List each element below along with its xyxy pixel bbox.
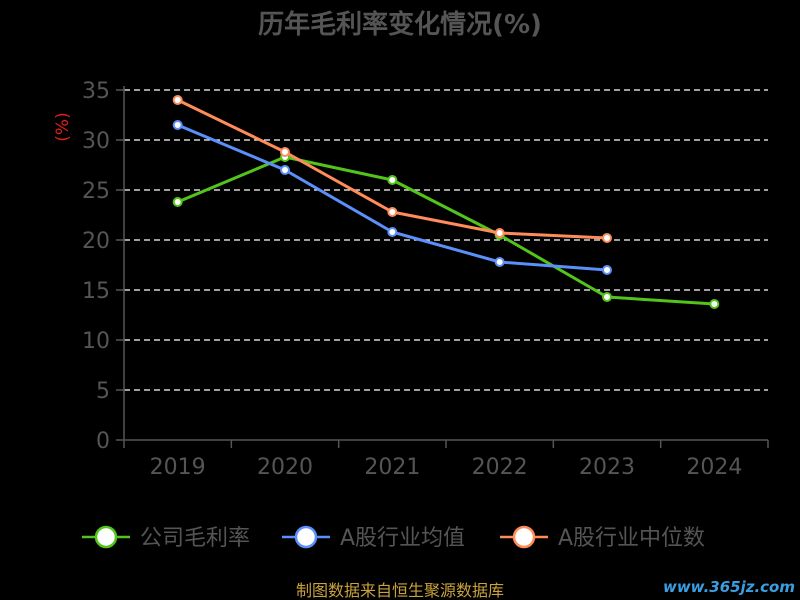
- data-point[interactable]: [387, 207, 398, 217]
- legend-item[interactable]: A股行业均值: [282, 525, 465, 551]
- data-point[interactable]: [280, 147, 290, 157]
- axes: [116, 86, 769, 448]
- legend: 公司毛利率 A股行业均值 A股行业中位数: [82, 525, 705, 551]
- series-line: [177, 98, 608, 240]
- data-point[interactable]: [602, 233, 612, 243]
- y-axis-label: (%): [53, 112, 73, 141]
- watermark: www.365jz.com: [663, 578, 795, 596]
- legend-marker: [512, 525, 536, 549]
- y-tick-label: 30: [82, 129, 110, 154]
- data-point[interactable]: [172, 95, 183, 105]
- legend-item[interactable]: A股行业中位数: [500, 525, 705, 551]
- data-point[interactable]: [602, 265, 612, 275]
- x-tick-label: 2023: [579, 455, 635, 480]
- data-point[interactable]: [709, 299, 720, 309]
- legend-label: A股行业中位数: [558, 526, 705, 551]
- x-tick-label: 2020: [257, 455, 313, 480]
- series-lines: [172, 95, 720, 309]
- grid-lines: [124, 89, 768, 391]
- x-tick-label: 2019: [150, 455, 206, 480]
- data-source-note: 制图数据来自恒生聚源数据库: [296, 581, 504, 600]
- y-tick-label: 25: [82, 179, 110, 204]
- legend-item[interactable]: 公司毛利率: [82, 525, 250, 551]
- data-point[interactable]: [494, 228, 505, 238]
- x-tick-label: 2022: [472, 455, 528, 480]
- data-point[interactable]: [494, 257, 505, 267]
- y-tick-label: 10: [82, 329, 110, 354]
- y-tick-label: 5: [96, 379, 110, 404]
- y-tick-labels: 0 5 10 15 20 25 30 35: [82, 79, 110, 454]
- series-1: [172, 120, 612, 275]
- data-point[interactable]: [172, 120, 183, 130]
- y-tick-label: 35: [82, 79, 110, 104]
- series-0: [172, 152, 720, 309]
- series-line: [177, 123, 608, 272]
- data-point[interactable]: [280, 165, 290, 175]
- legend-label: A股行业均值: [340, 526, 465, 551]
- series-line: [177, 155, 715, 306]
- data-point[interactable]: [172, 197, 183, 207]
- y-tick-label: 20: [82, 229, 110, 254]
- legend-marker: [94, 525, 118, 549]
- x-tick-labels: 2019 2020 2021 2022 2023 2024: [150, 455, 743, 480]
- y-tick-label: 0: [96, 429, 110, 454]
- y-tick-label: 15: [82, 279, 110, 304]
- legend-marker: [294, 525, 318, 549]
- data-point[interactable]: [387, 227, 398, 237]
- data-point[interactable]: [602, 292, 612, 302]
- series-2: [172, 95, 612, 243]
- x-tick-label: 2024: [686, 455, 742, 480]
- data-point[interactable]: [387, 175, 398, 185]
- x-tick-label: 2021: [364, 455, 420, 480]
- legend-label: 公司毛利率: [140, 526, 250, 551]
- chart-title: 历年毛利率变化情况(%): [258, 9, 542, 40]
